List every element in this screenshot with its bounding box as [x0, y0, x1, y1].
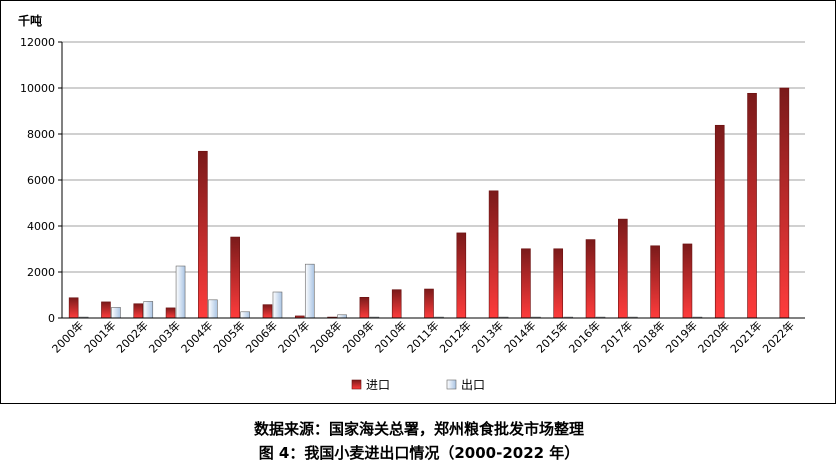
- source-caption: 数据来源：国家海关总署，郑州粮食批发市场整理: [253, 420, 584, 438]
- legend-swatch-import: [351, 379, 362, 390]
- x-tick-label: 2008年: [307, 318, 344, 355]
- x-tick-label: 2011年: [404, 318, 441, 355]
- import-bar-2010年: [391, 289, 402, 319]
- x-tick-label: 2003年: [146, 318, 183, 355]
- x-tick-label: 2020年: [695, 318, 732, 355]
- x-tick-label: 2018年: [630, 318, 667, 355]
- export-bar-2007年: [304, 263, 315, 319]
- import-bar-2009年: [359, 296, 370, 319]
- import-bar-2018年: [650, 245, 660, 319]
- export-bar-2003年: [175, 265, 186, 319]
- y-unit-label: 千吨: [18, 13, 42, 28]
- x-tick-label: 2009年: [340, 318, 377, 355]
- y-tick-label: 12000: [20, 36, 55, 49]
- x-tick-label: 2004年: [178, 318, 215, 355]
- wheat-trade-chart: 千吨0200040006000800010000120002000年2001年2…: [18, 13, 805, 392]
- legend-label-export: 出口: [461, 378, 485, 392]
- import-bar-2003年: [165, 307, 176, 319]
- x-tick-label: 2016年: [566, 318, 603, 355]
- x-tick-label: 2021年: [727, 318, 764, 355]
- import-bar-2014年: [521, 248, 531, 319]
- import-bar-2013年: [488, 190, 499, 319]
- import-bar-2001年: [101, 301, 111, 319]
- import-bar-2012年: [456, 232, 467, 319]
- y-tick-label: 2000: [27, 266, 55, 279]
- x-tick-label: 2010年: [372, 318, 409, 355]
- x-tick-label: 2007年: [275, 318, 312, 355]
- import-bar-2011年: [424, 288, 434, 319]
- export-bar-2005年: [240, 311, 250, 319]
- legend-label-import: 进口: [366, 378, 390, 392]
- y-tick-label: 0: [48, 312, 55, 325]
- import-bar-2019年: [682, 243, 693, 319]
- import-bar-2000年: [68, 297, 79, 319]
- x-tick-label: 2005年: [210, 318, 247, 355]
- x-tick-label: 2015年: [533, 318, 570, 355]
- import-bar-2002年: [133, 303, 144, 319]
- chart-frame: 千吨 0 2000 4000 6000 8000 10000 12000 2000年 2001年 2…: [0, 0, 836, 404]
- x-tick-label: 2019年: [663, 318, 700, 355]
- export-bar-2001年: [111, 307, 121, 319]
- import-bar-2004年: [198, 150, 208, 319]
- import-bar-2021年: [747, 92, 757, 319]
- import-bar-2015年: [553, 248, 564, 319]
- x-tick-label: 2006年: [243, 318, 280, 355]
- import-bar-2005年: [230, 236, 240, 319]
- x-tick-label: 2014年: [501, 318, 538, 355]
- x-tick-label: 2022年: [759, 318, 796, 355]
- y-tick-label: 6000: [27, 174, 55, 187]
- x-tick-label: 2013年: [469, 318, 506, 355]
- legend-swatch-export: [446, 379, 457, 390]
- x-tick-label: 2017年: [598, 318, 635, 355]
- x-tick-label: 2012年: [436, 318, 473, 355]
- y-tick-label: 10000: [20, 82, 55, 95]
- import-bar-2020年: [714, 124, 725, 319]
- y-tick-label: 4000: [27, 220, 55, 233]
- import-bar-2016年: [585, 239, 596, 319]
- import-bar-2022年: [779, 87, 790, 319]
- export-bar-2002年: [143, 301, 154, 319]
- import-bar-2006年: [262, 304, 273, 319]
- y-tick-label: 8000: [27, 128, 55, 141]
- x-tick-label: 2001年: [81, 318, 118, 355]
- export-bar-2006年: [272, 291, 283, 319]
- figure-title: 图 4：我国小麦进出口情况（2000-2022 年）: [258, 444, 580, 462]
- import-bar-2017年: [618, 218, 628, 319]
- export-bar-2004年: [208, 299, 218, 319]
- x-tick-label: 2002年: [113, 318, 150, 355]
